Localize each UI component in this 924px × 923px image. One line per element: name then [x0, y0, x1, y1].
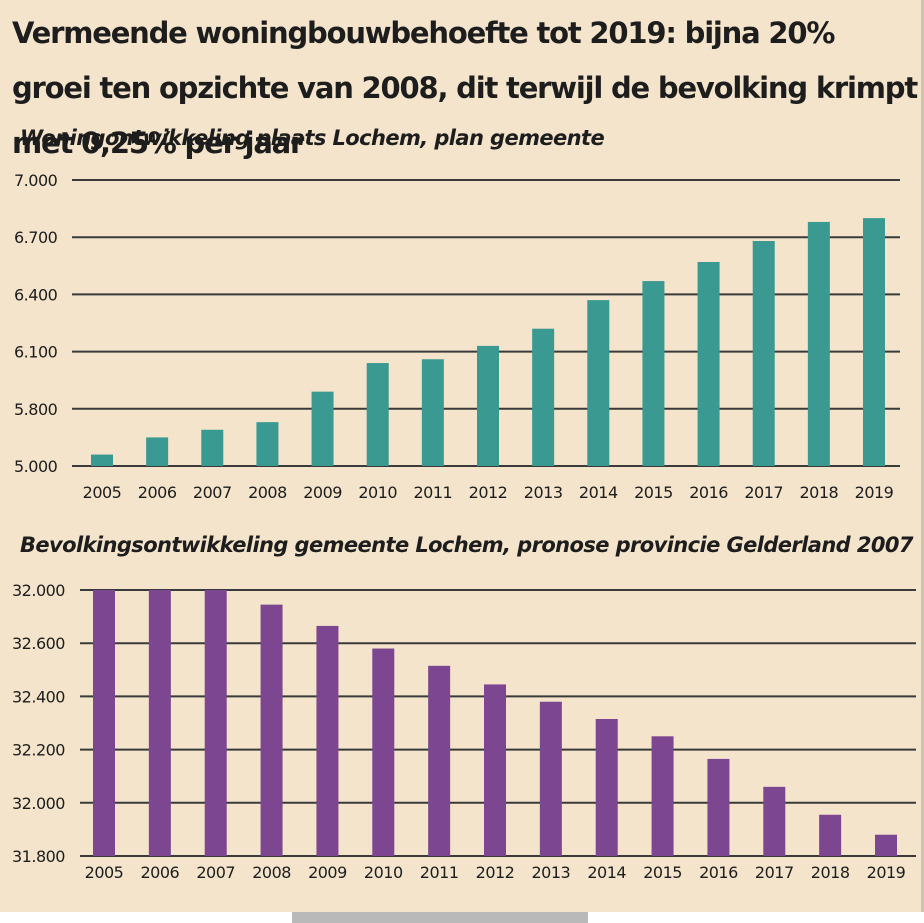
population-bar-2008: [260, 604, 283, 856]
housing-tick-label: 7.000: [14, 171, 58, 190]
population-category-label: 2010: [364, 863, 403, 882]
housing-tick-label: 5.800: [14, 400, 58, 419]
population-bar-2016: [707, 758, 730, 856]
population-bar-2006: [148, 590, 171, 856]
population-tick-label: 32.600: [12, 634, 65, 653]
housing-bar-2017: [752, 241, 775, 466]
population-tick-label: 32.000: [12, 794, 65, 813]
housing-bar-2011: [421, 359, 444, 466]
population-bar-2005: [93, 590, 115, 856]
population-category-label: 2013: [531, 863, 570, 882]
population-category-label: 2017: [755, 863, 794, 882]
housing-category-label: 2013: [524, 483, 563, 502]
scan-tab: [292, 912, 588, 923]
population-category-label: 2018: [811, 863, 850, 882]
housing-bar-2019: [863, 218, 885, 466]
housing-bar-2006: [146, 437, 169, 466]
population-tick-label: 32.000: [12, 581, 65, 600]
housing-chart-title: Woningontwikkeling plaats Lochem, plan g…: [20, 126, 605, 150]
population-tick-label: 32.200: [12, 741, 65, 760]
housing-category-label: 2006: [138, 483, 177, 502]
housing-bar-2007: [201, 429, 224, 466]
population-category-label: 2009: [308, 863, 347, 882]
population-category-label: 2008: [252, 863, 291, 882]
housing-category-label: 2016: [689, 483, 728, 502]
housing-bar-2018: [807, 221, 830, 466]
population-category-label: 2019: [867, 863, 906, 882]
housing-bar-2012: [477, 345, 499, 466]
population-bar-2010: [372, 648, 395, 856]
housing-bar-2010: [366, 363, 389, 466]
population-category-label: 2007: [196, 863, 235, 882]
population-bar-2011: [428, 665, 451, 856]
population-chart-title: Bevolkingsontwikkeling gemeente Lochem, …: [20, 533, 913, 557]
population-bar-2015: [651, 736, 674, 856]
scan-border: [0, 912, 924, 923]
housing-tick-label: 5.000: [14, 457, 58, 476]
housing-tick-label: 6.400: [14, 285, 58, 304]
housing-category-label: 2015: [634, 483, 673, 502]
housing-category-label: 2017: [744, 483, 783, 502]
population-category-label: 2011: [420, 863, 459, 882]
housing-bar-2014: [587, 300, 610, 466]
housing-category-label: 2005: [83, 483, 122, 502]
housing-tick-label: 6.100: [14, 343, 58, 362]
headline: Vermeende woningbouwbehoefte tot 2019: b…: [12, 16, 918, 160]
housing-category-label: 2014: [579, 483, 618, 502]
population-category-label: 2015: [643, 863, 682, 882]
housing-category-label: 2019: [855, 483, 894, 502]
housing-category-label: 2012: [469, 483, 508, 502]
housing-bar-2013: [532, 328, 555, 466]
housing-category-label: 2009: [303, 483, 342, 502]
population-category-label: 2014: [587, 863, 626, 882]
population-bar-2009: [316, 625, 339, 856]
population-bar-2014: [595, 719, 618, 856]
population-category-label: 2012: [476, 863, 515, 882]
housing-category-label: 2007: [193, 483, 232, 502]
population-category-label: 2005: [85, 863, 124, 882]
housing-bar-2008: [256, 422, 279, 466]
housing-category-label: 2008: [248, 483, 287, 502]
population-bar-2012: [484, 684, 506, 856]
housing-tick-label: 6.700: [14, 228, 58, 247]
population-bar-2013: [539, 701, 562, 856]
population-bar-2018: [819, 814, 842, 856]
housing-bar-2005: [91, 454, 113, 466]
population-category-label: 2006: [140, 863, 179, 882]
housing-category-label: 2011: [413, 483, 452, 502]
population-bar-2019: [875, 834, 897, 856]
housing-bar-2015: [642, 281, 665, 466]
population-category-label: 2016: [699, 863, 738, 882]
housing-category-label: 2010: [358, 483, 397, 502]
housing-bar-2016: [697, 261, 720, 466]
housing-bar-2009: [311, 391, 334, 466]
housing-category-label: 2018: [799, 483, 838, 502]
population-tick-label: 31.800: [12, 847, 65, 866]
population-bar-2007: [204, 590, 227, 856]
population-tick-label: 32.400: [12, 687, 65, 706]
population-bar-2017: [763, 786, 786, 856]
